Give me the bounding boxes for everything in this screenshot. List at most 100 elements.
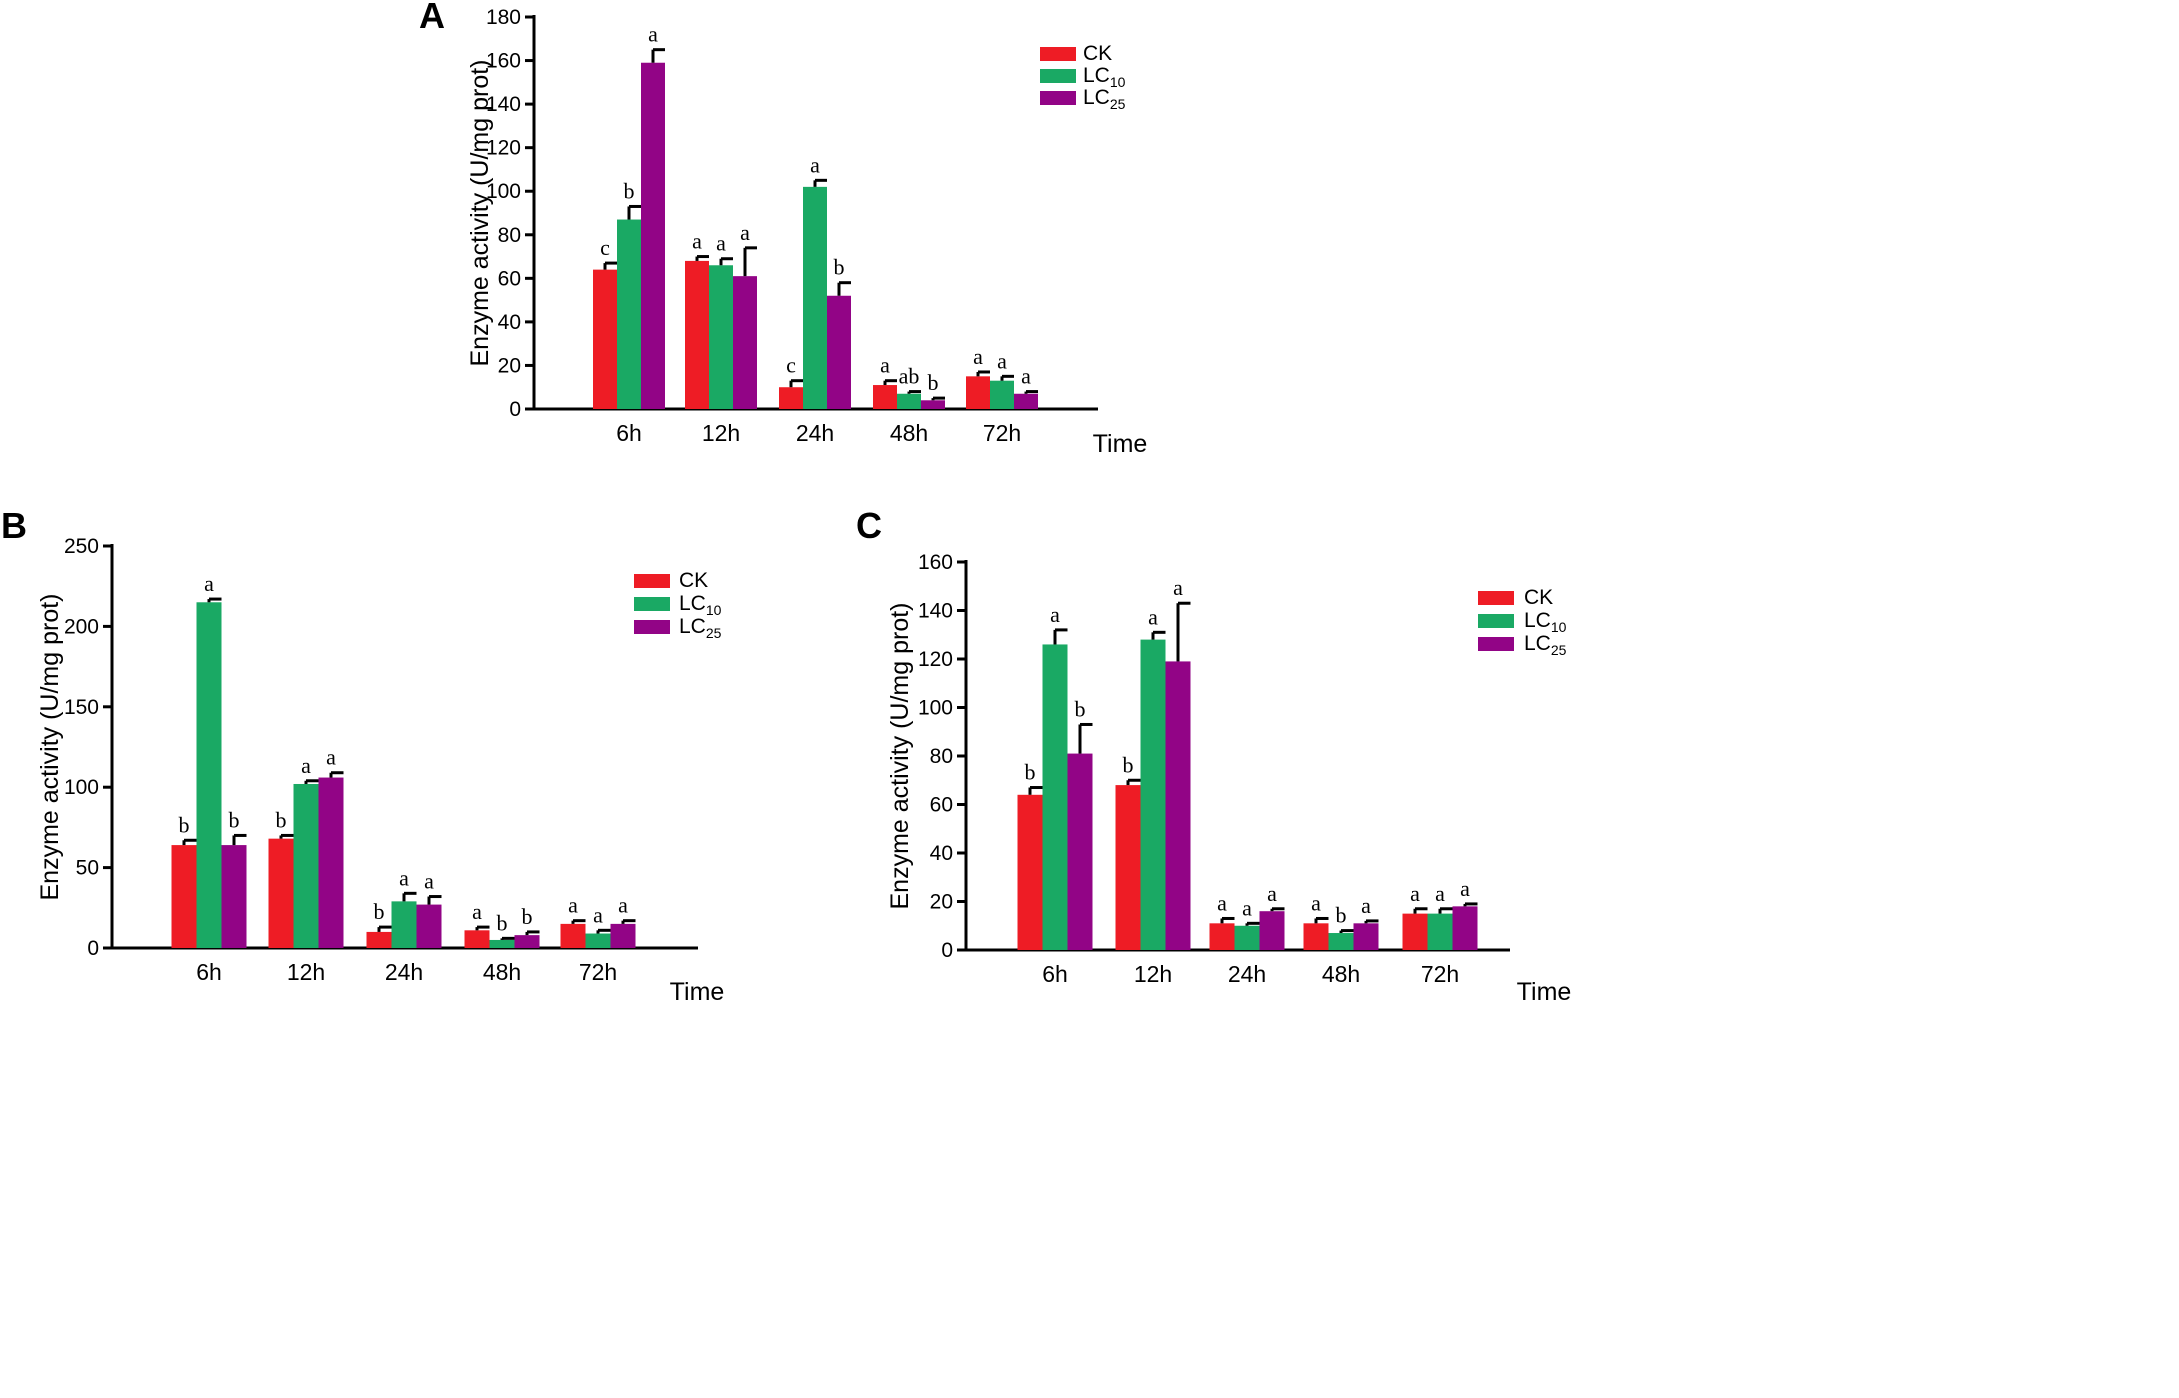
panel-b-chart: B 0 50 100 150 200 250 Enzyme activity (U/mg pr…	[1, 505, 724, 1006]
bar-lc10-6h	[617, 219, 641, 409]
bar-lc10-48h	[897, 393, 921, 409]
legend-swatch	[1040, 47, 1076, 61]
bar-lc10-48h	[1328, 933, 1354, 950]
y-tick-label: 40	[930, 842, 953, 865]
y-tick-label: 250	[64, 535, 99, 558]
x-category-label: 48h	[1322, 961, 1360, 987]
y-tick-label: 60	[498, 267, 521, 290]
legend-entry: CK	[1524, 586, 1553, 609]
panel-c-chart: C 0 20 40 60 80 100 120 140 160 Enzyme activity (U…	[856, 505, 1571, 1006]
bar-ck-72h	[1402, 913, 1428, 950]
y-tick-label: 0	[87, 937, 99, 960]
legend-entry: CK	[1083, 42, 1112, 65]
bar-lc25-72h	[1452, 906, 1478, 950]
significance-letter: a	[593, 902, 603, 927]
legend-subscript: 10	[1551, 619, 1567, 635]
significance-letter: a	[1217, 890, 1227, 915]
bar-lc10-72h	[990, 380, 1014, 409]
legend-subscript: 10	[706, 602, 722, 618]
legend-name: LC	[1524, 609, 1551, 632]
y-tick-label: 100	[64, 776, 99, 799]
y-tick-label: 60	[930, 794, 953, 817]
bar-lc25-48h	[921, 400, 945, 409]
legend-swatch	[1478, 637, 1514, 651]
x-category-label: 72h	[579, 959, 617, 985]
significance-letter: a	[740, 220, 750, 245]
bar-ck-12h	[1115, 785, 1141, 950]
significance-letter: b	[497, 910, 508, 935]
significance-letter: a	[1242, 895, 1252, 920]
y-tick-label: 20	[930, 891, 953, 914]
significance-letter: a	[716, 231, 726, 256]
legend-subscript: 25	[1110, 96, 1126, 112]
y-tick-label: 20	[498, 354, 521, 377]
y-tick-label: 120	[918, 648, 953, 671]
legend-entry: LC25	[1524, 632, 1567, 658]
legend-entry: CK	[679, 569, 708, 592]
significance-letter: b	[179, 812, 190, 837]
y-tick-label: 80	[930, 745, 953, 768]
legend-name: LC	[1083, 64, 1110, 87]
significance-letter: c	[600, 235, 610, 260]
panel-label: B	[1, 505, 27, 546]
panel-label: A	[419, 0, 445, 36]
legend-entry: LC10	[1524, 609, 1567, 635]
significance-letter: a	[399, 865, 409, 890]
bar-ck-12h	[268, 838, 294, 948]
bar-lc25-12h	[733, 276, 757, 409]
panel-a-chart: A 0 20 40 60 80 100 120 140 160 180 Enzyme activity…	[419, 0, 1147, 458]
y-axis-title: Enzyme activity (U/mg prot)	[466, 59, 494, 366]
legend-swatch	[634, 620, 670, 634]
significance-letter: a	[618, 893, 628, 918]
bar-lc10-6h	[1042, 644, 1068, 950]
bar-lc25-12h	[318, 777, 344, 948]
legend-name: LC	[1524, 632, 1551, 655]
legend-name: LC	[679, 592, 706, 615]
y-tick-label: 0	[509, 398, 521, 421]
bar-lc25-48h	[1353, 923, 1379, 950]
bar-lc10-6h	[196, 602, 222, 948]
x-category-label: 24h	[796, 420, 834, 446]
legend-subscript: 10	[1110, 74, 1126, 90]
x-axis-title: Time	[1517, 978, 1572, 1006]
bar-ck-24h	[366, 931, 392, 948]
significance-letter: a	[810, 152, 820, 177]
x-category-label: 24h	[1228, 961, 1266, 987]
y-tick-label: 80	[498, 224, 521, 247]
significance-letter: b	[928, 370, 939, 395]
legend-name: LC	[679, 615, 706, 638]
legend-entry: LC25	[679, 615, 722, 641]
legend-swatch	[1040, 91, 1076, 105]
y-tick-label: 0	[941, 939, 953, 962]
significance-letter: a	[1311, 890, 1321, 915]
bar-lc25-24h	[416, 904, 442, 948]
bar-lc10-72h	[585, 933, 611, 948]
legend-swatch	[1040, 69, 1076, 83]
y-tick-label: 150	[64, 696, 99, 719]
legend-name: CK	[1524, 586, 1553, 609]
y-axis-title: Enzyme activity (U/mg prot)	[36, 593, 64, 900]
significance-letter: a	[692, 229, 702, 254]
bar-ck-12h	[685, 260, 709, 409]
significance-letter: a	[1410, 881, 1420, 906]
significance-letter: a	[326, 745, 336, 770]
y-tick-label: 160	[918, 551, 953, 574]
y-tick-label: 160	[486, 50, 521, 73]
significance-letter: b	[276, 807, 287, 832]
significance-letter: b	[1075, 696, 1086, 721]
significance-letter: a	[973, 344, 983, 369]
panel-label: C	[856, 505, 882, 546]
y-tick-label: 140	[918, 600, 953, 623]
bar-lc25-24h	[827, 295, 851, 409]
x-category-label: 24h	[385, 959, 423, 985]
bar-ck-72h	[966, 376, 990, 409]
x-category-label: 48h	[890, 420, 928, 446]
bar-ck-48h	[1303, 923, 1329, 950]
y-tick-label: 120	[486, 137, 521, 160]
significance-letter: a	[997, 348, 1007, 373]
legend-name: CK	[1083, 42, 1112, 65]
significance-letter: b	[1336, 903, 1347, 928]
legend-swatch	[634, 574, 670, 588]
y-tick-label: 140	[486, 93, 521, 116]
